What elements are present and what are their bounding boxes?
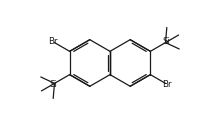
Text: Si: Si bbox=[163, 37, 171, 46]
Text: Br: Br bbox=[162, 80, 172, 89]
Text: Si: Si bbox=[49, 80, 57, 89]
Text: Br: Br bbox=[48, 37, 58, 46]
